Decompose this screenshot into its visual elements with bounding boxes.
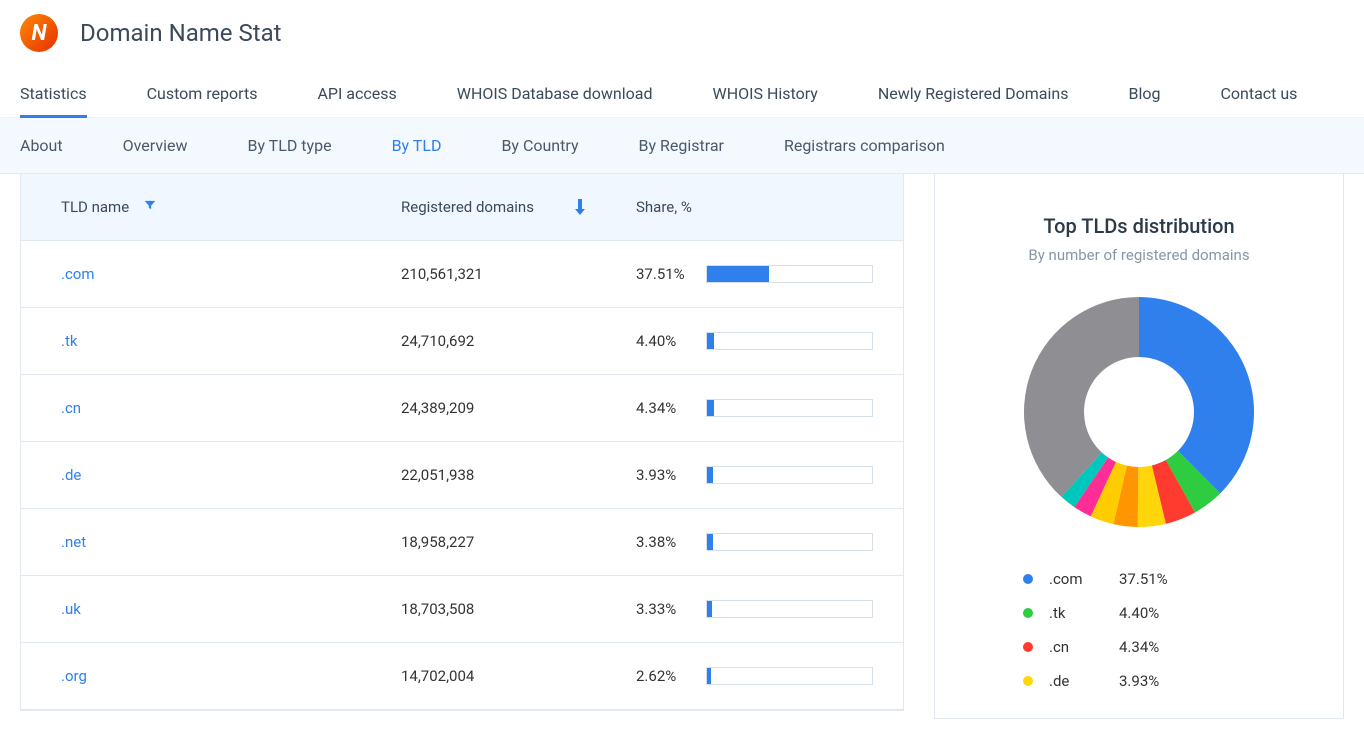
- registered-count: 14,702,004: [371, 643, 606, 709]
- nav-item-newly-registered-domains[interactable]: Newly Registered Domains: [878, 70, 1069, 117]
- col-header-label: TLD name: [61, 198, 129, 216]
- legend-row: .tk4.40%: [1023, 596, 1315, 630]
- distribution-card: Top TLDs distribution By number of regis…: [934, 174, 1344, 719]
- main-nav: Statistics Custom reports API access WHOIS …: [0, 70, 1364, 118]
- filter-icon[interactable]: [143, 198, 157, 216]
- subnav-item-about[interactable]: About: [20, 118, 63, 173]
- legend-row: .cn4.34%: [1023, 630, 1315, 664]
- legend-row: .de3.93%: [1023, 664, 1315, 698]
- share-cell: 3.33%: [606, 576, 903, 642]
- share-bar: [706, 667, 873, 685]
- site-header: N Domain Name Stat: [0, 0, 1364, 70]
- legend-dot-icon: [1023, 574, 1033, 584]
- subnav-item-overview[interactable]: Overview: [123, 118, 188, 173]
- nav-item-contact-us[interactable]: Contact us: [1220, 70, 1297, 117]
- sort-desc-icon[interactable]: [574, 199, 586, 215]
- tld-link[interactable]: .de: [21, 442, 371, 508]
- registered-count: 24,710,692: [371, 308, 606, 374]
- share-cell: 37.51%: [606, 241, 903, 307]
- subnav-item-registrars-comparison[interactable]: Registrars comparison: [784, 118, 945, 173]
- legend-dot-icon: [1023, 642, 1033, 652]
- distribution-subtitle: By number of registered domains: [963, 246, 1315, 264]
- share-cell: 2.62%: [606, 643, 903, 709]
- share-cell: 4.34%: [606, 375, 903, 441]
- col-header-registered[interactable]: Registered domains: [371, 174, 606, 240]
- nav-item-api-access[interactable]: API access: [317, 70, 396, 117]
- subnav-item-by-tld[interactable]: By TLD: [392, 118, 442, 173]
- legend-label: .de: [1049, 672, 1119, 690]
- col-header-label: Registered domains: [401, 198, 534, 216]
- share-bar: [706, 533, 873, 551]
- col-header-share[interactable]: Share, %: [606, 174, 903, 240]
- table-row: .org14,702,004 2.62%: [21, 643, 903, 710]
- legend-value: 37.51%: [1119, 570, 1168, 588]
- subnav-item-by-country[interactable]: By Country: [501, 118, 578, 173]
- legend-value: 4.34%: [1119, 638, 1159, 656]
- table-row: .tk24,710,692 4.40%: [21, 308, 903, 375]
- registered-count: 18,958,227: [371, 509, 606, 575]
- donut-chart: [963, 292, 1315, 532]
- subnav-item-by-registrar[interactable]: By Registrar: [639, 118, 724, 173]
- share-bar: [706, 332, 873, 350]
- share-bar: [706, 466, 873, 484]
- share-percent: 3.38%: [636, 533, 706, 551]
- share-percent: 3.33%: [636, 600, 706, 618]
- legend-label: .tk: [1049, 604, 1119, 622]
- tld-link[interactable]: .tk: [21, 308, 371, 374]
- col-header-label: Share, %: [636, 198, 692, 216]
- legend-label: .com: [1049, 570, 1119, 588]
- share-percent: 3.93%: [636, 466, 706, 484]
- share-cell: 4.40%: [606, 308, 903, 374]
- legend-dot-icon: [1023, 676, 1033, 686]
- registered-count: 24,389,209: [371, 375, 606, 441]
- table-row: .net18,958,227 3.38%: [21, 509, 903, 576]
- logo-icon: N: [20, 14, 58, 52]
- tld-link[interactable]: .com: [21, 241, 371, 307]
- tld-link[interactable]: .org: [21, 643, 371, 709]
- nav-item-whois-database-download[interactable]: WHOIS Database download: [457, 70, 653, 117]
- share-cell: 3.38%: [606, 509, 903, 575]
- share-percent: 4.40%: [636, 332, 706, 350]
- subnav-item-by-tld-type[interactable]: By TLD type: [247, 118, 331, 173]
- col-header-tld-name[interactable]: TLD name: [21, 174, 371, 240]
- share-bar: [706, 265, 873, 283]
- donut-legend: .com37.51%.tk4.40%.cn4.34%.de3.93%: [963, 562, 1315, 698]
- donut-slice-com: [1139, 297, 1254, 493]
- registered-count: 210,561,321: [371, 241, 606, 307]
- table-header-row: TLD name Registered domains Share, %: [21, 174, 903, 241]
- share-percent: 37.51%: [636, 265, 706, 283]
- nav-item-blog[interactable]: Blog: [1128, 70, 1160, 117]
- legend-row: .com37.51%: [1023, 562, 1315, 596]
- sub-nav: About Overview By TLD type By TLD By Country…: [0, 118, 1364, 174]
- table-row: .cn24,389,209 4.34%: [21, 375, 903, 442]
- tld-link[interactable]: .cn: [21, 375, 371, 441]
- nav-item-custom-reports[interactable]: Custom reports: [147, 70, 258, 117]
- table-row: .com210,561,321 37.51%: [21, 241, 903, 308]
- nav-item-statistics[interactable]: Statistics: [20, 70, 87, 117]
- legend-value: 3.93%: [1119, 672, 1159, 690]
- share-bar: [706, 600, 873, 618]
- table-row: .uk18,703,508 3.33%: [21, 576, 903, 643]
- tld-link[interactable]: .uk: [21, 576, 371, 642]
- legend-dot-icon: [1023, 608, 1033, 618]
- tld-link[interactable]: .net: [21, 509, 371, 575]
- registered-count: 22,051,938: [371, 442, 606, 508]
- legend-label: .cn: [1049, 638, 1119, 656]
- distribution-title: Top TLDs distribution: [963, 214, 1315, 238]
- share-percent: 2.62%: [636, 667, 706, 685]
- nav-item-whois-history[interactable]: WHOIS History: [713, 70, 818, 117]
- legend-value: 4.40%: [1119, 604, 1159, 622]
- share-bar: [706, 399, 873, 417]
- site-title: Domain Name Stat: [80, 19, 282, 47]
- share-percent: 4.34%: [636, 399, 706, 417]
- share-cell: 3.93%: [606, 442, 903, 508]
- table-row: .de22,051,938 3.93%: [21, 442, 903, 509]
- registered-count: 18,703,508: [371, 576, 606, 642]
- tld-table: TLD name Registered domains Share, % .co…: [20, 174, 904, 711]
